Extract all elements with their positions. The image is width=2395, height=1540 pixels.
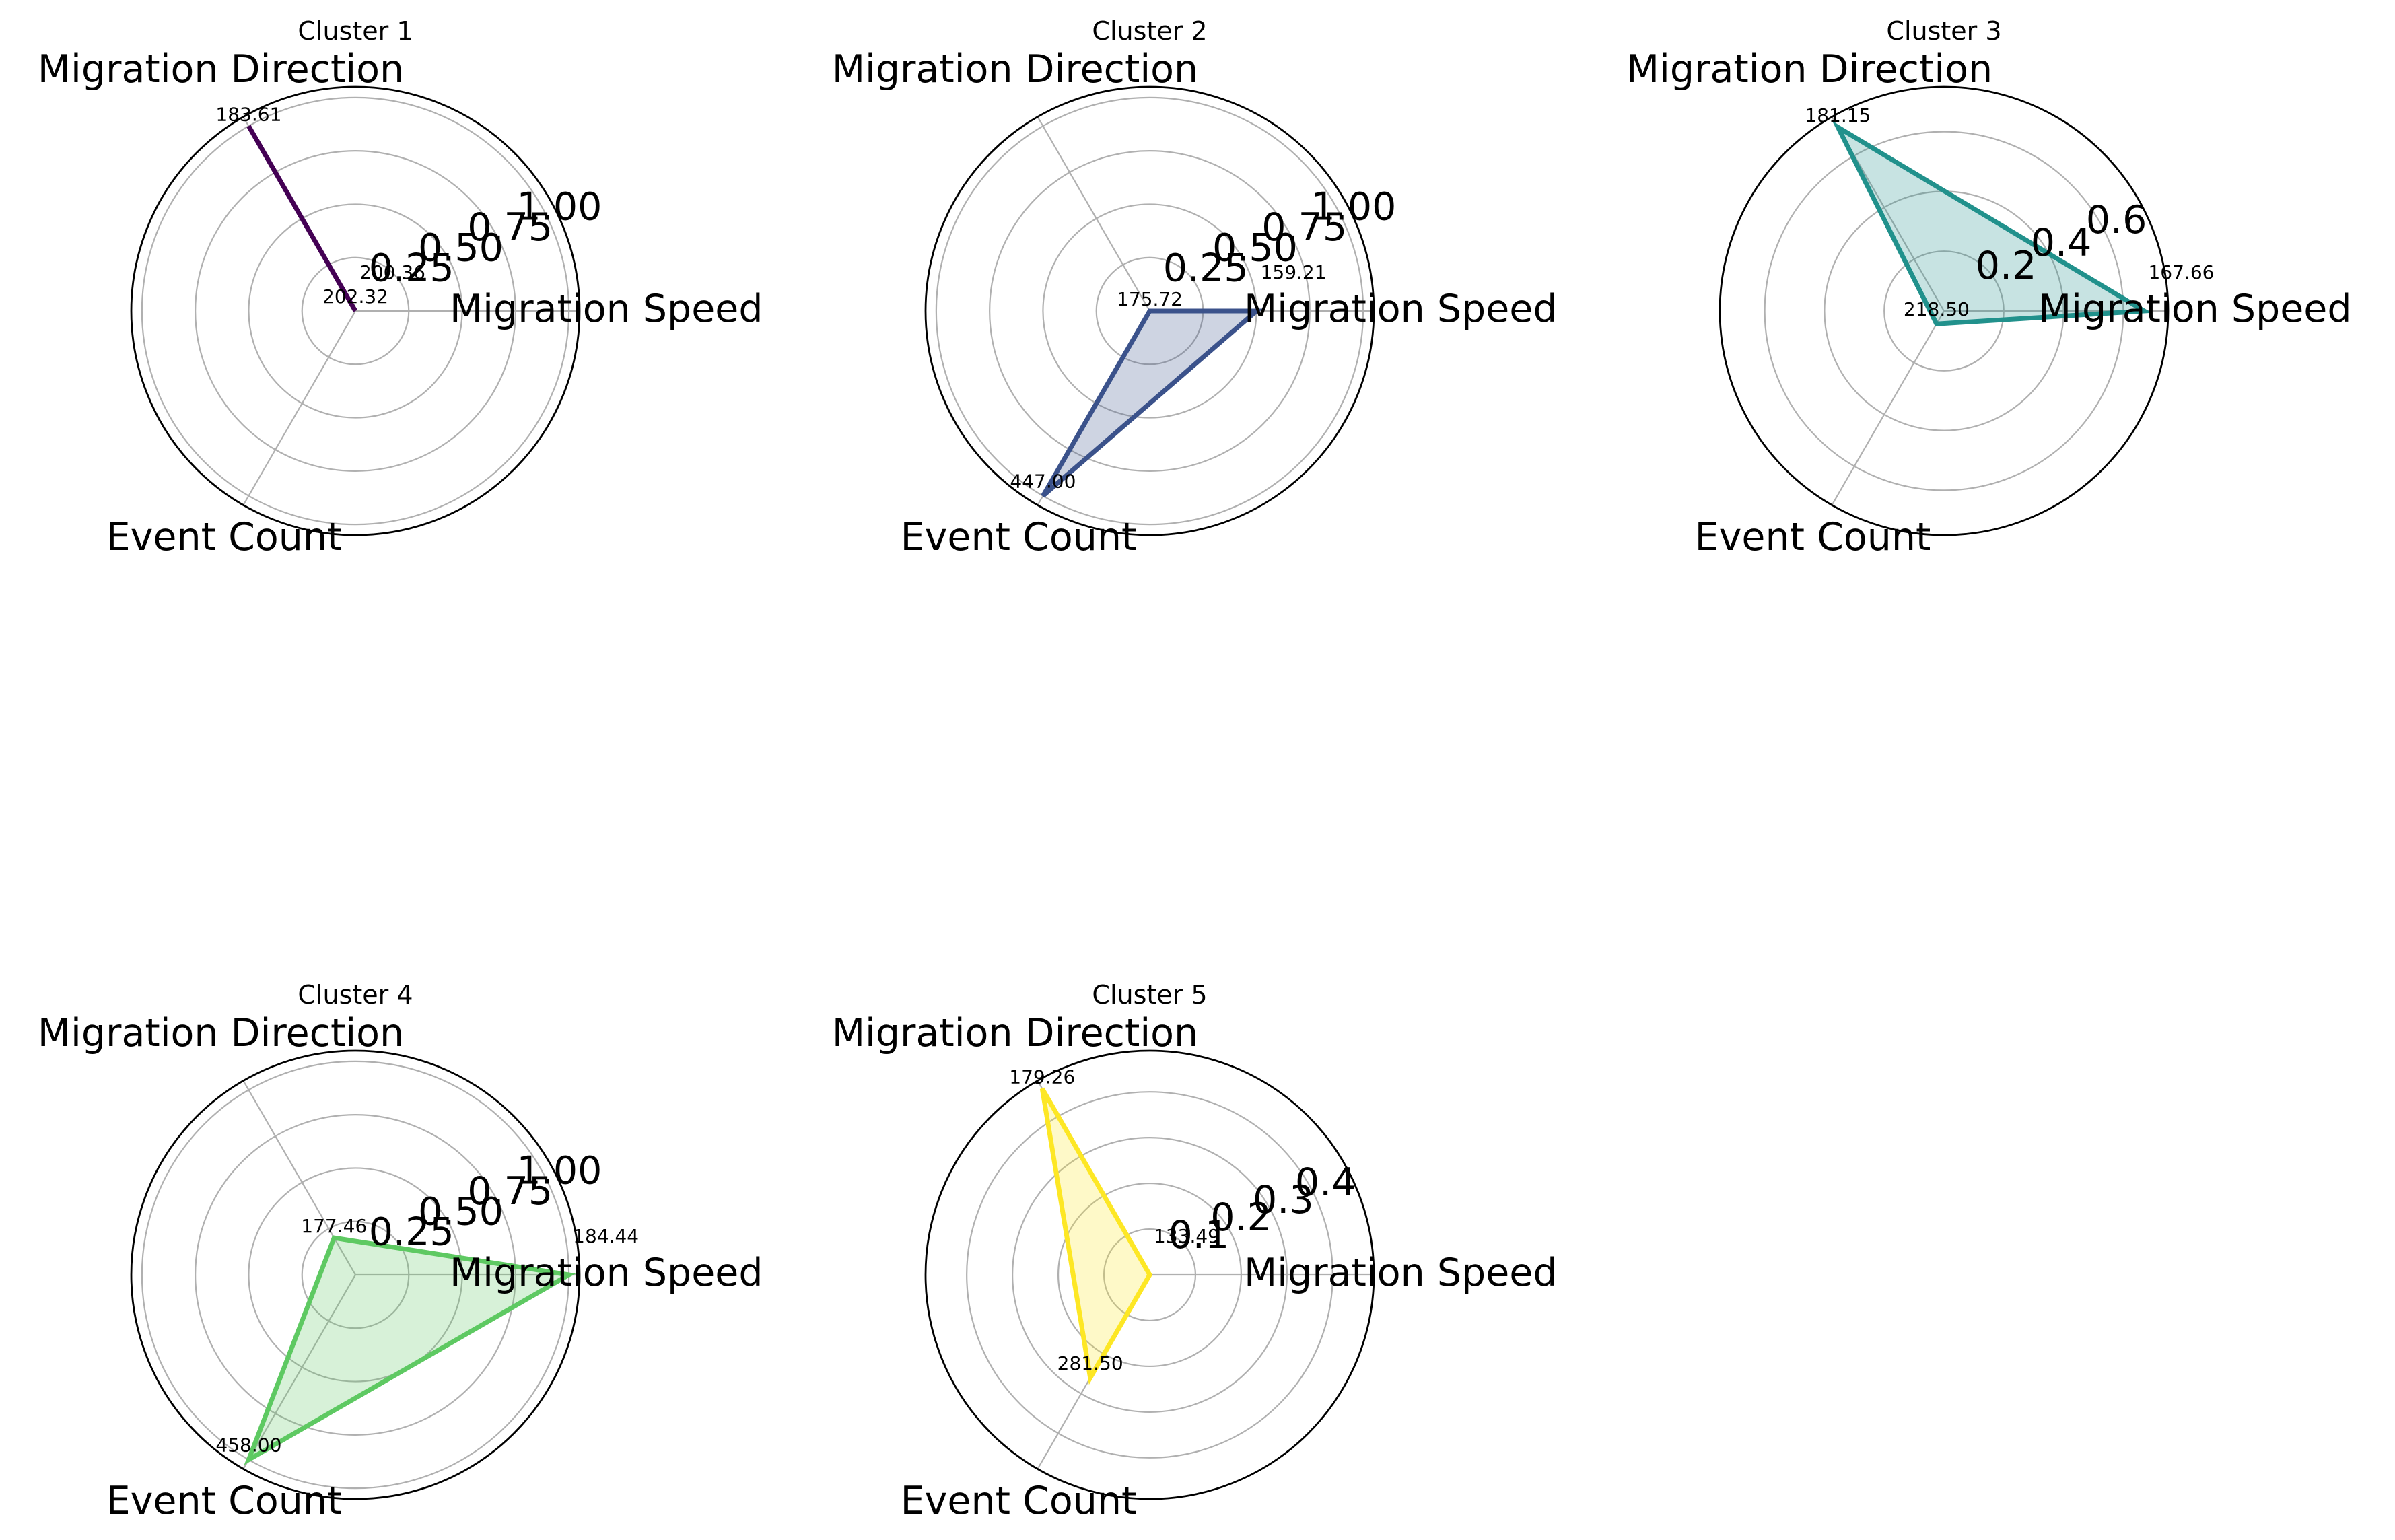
radial-tick-label: 0.75	[1261, 205, 1347, 250]
spoke-line	[242, 1080, 356, 1275]
chart-title: Cluster 2	[1092, 16, 1207, 46]
polar-frame	[130, 85, 581, 536]
data-label-event-count: 447.00	[1010, 470, 1076, 493]
chart-title: Cluster 3	[1886, 16, 2001, 46]
axis-label-migration-speed: Migration Speed	[450, 287, 763, 331]
data-label-migration-direction: 177.46	[301, 1215, 367, 1237]
chart-title: Cluster 1	[298, 16, 413, 46]
radial-tick-label: 0.25	[369, 1210, 454, 1255]
radial-tick-label: 0.4	[1295, 1160, 1356, 1205]
radial-tick-label: 0.25	[1163, 246, 1249, 291]
data-label-migration-speed: 200.36	[359, 261, 425, 283]
radial-tick-label: 0.50	[1212, 225, 1298, 270]
series-area	[1042, 1088, 1150, 1378]
polar-frame	[924, 85, 1375, 536]
data-label-event-count: 218.50	[1904, 298, 1970, 320]
radial-tick-label: 1.00	[517, 185, 602, 230]
polar-frame	[924, 1049, 1375, 1500]
spoke-line	[1037, 116, 1150, 312]
axis-label-migration-direction: Migration Direction	[38, 47, 404, 92]
spoke-line	[242, 310, 356, 505]
axis-label-event-count: Event Count	[901, 515, 1137, 559]
radial-tick-label: 1.00	[1311, 185, 1397, 230]
radial-tick-label: 0.3	[1253, 1178, 1314, 1222]
data-label-migration-direction: 183.61	[215, 103, 281, 125]
axis-label-migration-speed: Migration Speed	[1244, 1251, 1558, 1295]
axis-label-event-count: Event Count	[901, 1479, 1137, 1523]
data-label-event-count: 202.32	[322, 285, 388, 308]
axis-label-event-count: Event Count	[106, 1479, 343, 1523]
radial-tick-label: 0.50	[418, 1189, 504, 1234]
axis-label-migration-direction: Migration Direction	[832, 1011, 1198, 1055]
radial-tick-label: 0.25	[369, 246, 454, 291]
axis-label-migration-direction: Migration Direction	[38, 1011, 404, 1055]
data-label-migration-direction: 179.26	[1009, 1065, 1075, 1088]
polar-frame	[130, 1049, 581, 1500]
axis-label-event-count: Event Count	[106, 515, 343, 559]
polar-frame	[1719, 85, 2170, 536]
axis-label-migration-speed: Migration Speed	[1244, 287, 1558, 331]
radial-tick-label: 0.1	[1168, 1213, 1229, 1257]
data-label-migration-speed: 133.49	[1154, 1225, 1220, 1247]
radial-tick-label: 0.6	[2086, 198, 2147, 242]
series-area	[248, 1238, 569, 1460]
chart-title: Cluster 4	[298, 980, 413, 1010]
radar-chart-cluster-1: 0.250.500.751.00 Migration Speed Migration…	[38, 16, 763, 559]
radial-tick-label: 0.2	[1210, 1195, 1272, 1240]
data-label-migration-speed: 184.44	[573, 1225, 639, 1247]
data-label-migration-direction: 175.72	[1117, 288, 1183, 310]
radial-tick-label: 1.00	[517, 1149, 602, 1193]
data-label-migration-speed: 167.66	[2148, 261, 2214, 283]
axis-label-event-count: Event Count	[1695, 515, 1931, 559]
radial-tick-label: 0.75	[467, 205, 553, 250]
series-line	[1832, 120, 2152, 326]
axis-label-migration-direction: Migration Direction	[1626, 47, 1992, 92]
series-line	[244, 1235, 576, 1465]
series-line	[1041, 308, 1263, 498]
data-label-migration-speed: 159.21	[1261, 261, 1327, 283]
radar-chart-cluster-4: 0.250.500.751.00 Migration Speed Migration…	[38, 980, 763, 1523]
radial-tick-label: 0.2	[1976, 244, 2037, 288]
radar-chart-cluster-3: 0.20.40.6 Migration Speed Migration Direct…	[1626, 16, 2352, 559]
radial-tick-label: 0.4	[2031, 221, 2092, 265]
axis-label-migration-speed: Migration Speed	[450, 1251, 763, 1295]
data-label-event-count: 281.50	[1057, 1352, 1123, 1374]
radar-chart-cluster-2: 0.250.500.751.00 Migration Speed Migration…	[832, 16, 1558, 559]
radial-tick-label: 0.75	[467, 1169, 553, 1214]
axis-label-migration-direction: Migration Direction	[832, 47, 1198, 92]
chart-title: Cluster 5	[1092, 980, 1207, 1010]
spoke-line	[242, 1274, 356, 1469]
radar-chart-cluster-5: 0.10.20.30.4 Migration Speed Migration Dir…	[832, 980, 1558, 1523]
axis-label-migration-speed: Migration Speed	[2038, 287, 2352, 331]
data-label-migration-direction: 181.15	[1805, 104, 1871, 127]
spoke-line	[1831, 310, 1945, 505]
series-line	[246, 125, 358, 312]
series-line	[1039, 1087, 1153, 1385]
data-label-event-count: 458.00	[215, 1434, 281, 1457]
radial-tick-label: 0.50	[418, 225, 504, 270]
